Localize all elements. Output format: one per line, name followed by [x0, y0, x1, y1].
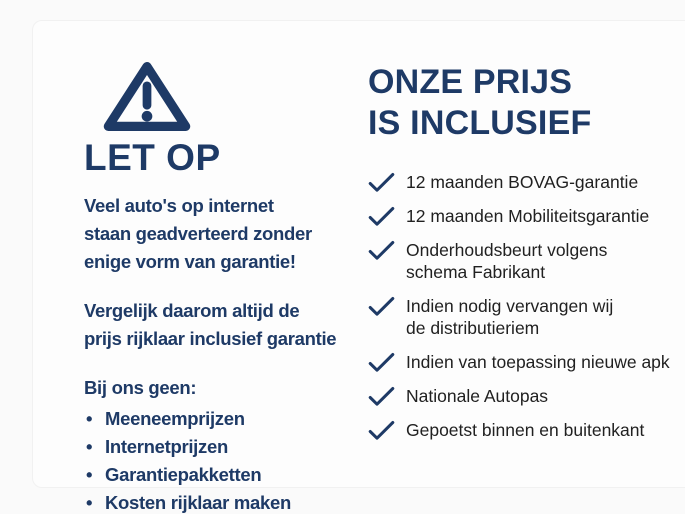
list-item: • Garantiepakketten — [84, 461, 374, 489]
list-item-label: Nationale Autopas — [406, 386, 549, 406]
checkmark-icon — [368, 352, 395, 373]
warning-column: LET OP Veel auto's op internet staan gea… — [84, 60, 374, 514]
list-item-label: Meeneemprijzen — [105, 408, 245, 429]
list-item-label: Indien nodig vervangen wij de distributi… — [406, 296, 614, 338]
list-item-label: Kosten rijklaar maken — [105, 492, 291, 513]
warning-paragraph-2: Vergelijk daarom altijd de prijs rijklaa… — [84, 297, 374, 353]
list-item: • Meeneemprijzen — [84, 405, 374, 433]
list-item-label: 12 maanden BOVAG-garantie — [406, 172, 639, 192]
included-column: ONZE PRIJS IS INCLUSIEF 12 maanden BOVAG… — [368, 62, 673, 441]
paragraph-line: staan geadverteerd zonder — [84, 223, 312, 244]
paragraph-line: Veel auto's op internet — [84, 195, 274, 216]
list-item-label: Indien van toepassing nieuwe apk — [406, 352, 670, 372]
checkmark-icon — [368, 296, 395, 317]
paragraph-line: prijs rijklaar inclusief garantie — [84, 328, 337, 349]
paragraph-line: enige vorm van garantie! — [84, 251, 296, 272]
list-item: 12 maanden Mobiliteitsgarantie — [368, 205, 673, 227]
list-item-label: 12 maanden Mobiliteitsgarantie — [406, 206, 650, 226]
checkmark-icon — [368, 206, 395, 227]
bullet-icon: • — [86, 492, 93, 513]
warning-triangle-icon — [101, 60, 193, 132]
checkmark-icon — [368, 386, 395, 407]
list-item: Nationale Autopas — [368, 385, 673, 407]
bullet-icon: • — [86, 408, 93, 429]
right-column-title: ONZE PRIJS IS INCLUSIEF — [368, 62, 673, 144]
list-item: Indien nodig vervangen wij de distributi… — [368, 295, 673, 339]
list-item-label: Internetprijzen — [105, 436, 228, 457]
content-card — [32, 20, 685, 488]
list-item-label: Garantiepakketten — [105, 464, 262, 485]
checkmark-icon — [368, 420, 395, 441]
bullet-list-intro: Bij ons geen: — [84, 377, 197, 398]
title-line: IS INCLUSIEF — [368, 104, 592, 142]
title-line: ONZE PRIJS — [368, 63, 573, 101]
list-item: Onderhoudsbeurt volgens schema Fabrikant — [368, 239, 673, 283]
list-item: Indien van toepassing nieuwe apk — [368, 351, 673, 373]
list-item: 12 maanden BOVAG-garantie — [368, 171, 673, 193]
checkmark-icon — [368, 172, 395, 193]
list-item-label: Gepoetst binnen en buitenkant — [406, 420, 645, 440]
included-checklist: 12 maanden BOVAG-garantie 12 maanden Mob… — [368, 171, 673, 441]
list-item: • Internetprijzen — [84, 433, 374, 461]
left-column-title: LET OP — [84, 137, 221, 178]
warning-paragraph-1: Veel auto's op internet staan geadvertee… — [84, 192, 374, 276]
paragraph-line: Vergelijk daarom altijd de — [84, 300, 300, 321]
bullet-icon: • — [86, 436, 93, 457]
list-item: • Kosten rijklaar maken — [84, 489, 374, 514]
bullet-icon: • — [86, 464, 93, 485]
list-item-label: Onderhoudsbeurt volgens schema Fabrikant — [406, 240, 608, 282]
checkmark-icon — [368, 240, 395, 261]
no-extras-list: • Meeneemprijzen • Internetprijzen • Gar… — [84, 405, 374, 514]
list-item: Gepoetst binnen en buitenkant — [368, 419, 673, 441]
